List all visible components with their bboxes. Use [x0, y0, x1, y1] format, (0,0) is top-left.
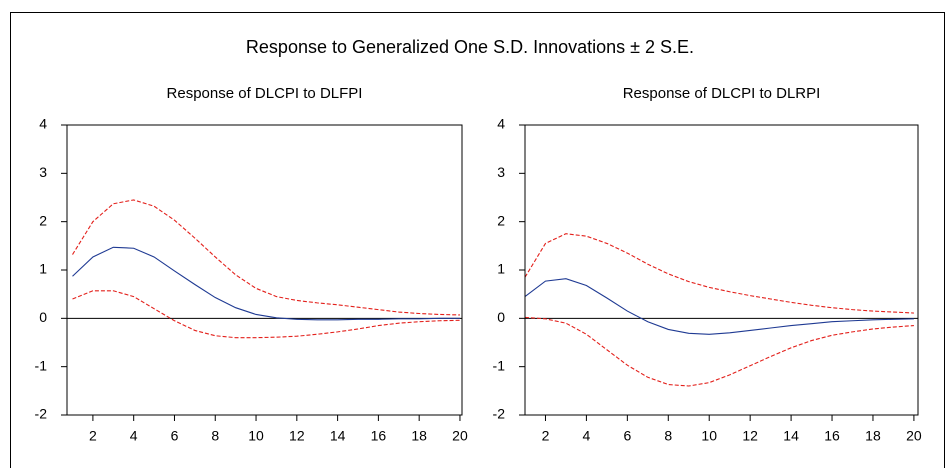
y-tick-label: 2 [39, 212, 47, 228]
y-tick-label: 0 [39, 309, 47, 325]
x-tick-label: 18 [411, 428, 427, 444]
response-line [72, 290, 460, 339]
y-tick-label: 0 [497, 309, 505, 325]
plot-area [66, 124, 463, 416]
subplot-title: Response of DLCPI to DLFPI [167, 85, 363, 102]
y-tick-label: 1 [497, 261, 505, 277]
y-tick-label: -1 [493, 357, 506, 373]
y-tick-label: 2 [497, 212, 505, 228]
x-tick-label: 6 [171, 428, 179, 444]
y-tick-label: 4 [39, 116, 47, 132]
figure-title: Response to Generalized One S.D. Innovat… [246, 37, 694, 57]
y-tick-label: -2 [35, 406, 48, 422]
x-tick-label: 4 [583, 428, 591, 444]
x-tick-label: 12 [742, 428, 758, 444]
x-tick-label: 14 [783, 428, 799, 444]
response-line [72, 246, 460, 321]
x-tick-label: 12 [289, 428, 305, 444]
x-tick-label: 8 [211, 428, 219, 444]
x-tick-label: 18 [865, 428, 881, 444]
x-tick-label: 2 [542, 428, 550, 444]
x-tick-label: 2 [89, 428, 97, 444]
subplot-title: Response of DLCPI to DLRPI [623, 85, 821, 102]
response-line [524, 316, 914, 387]
x-tick-label: 16 [371, 428, 387, 444]
response-line [524, 233, 914, 314]
y-tick-label: 3 [497, 164, 505, 180]
response-line [524, 278, 914, 335]
y-tick-label: -1 [35, 357, 48, 373]
x-tick-label: 14 [330, 428, 346, 444]
y-tick-label: 4 [497, 116, 505, 132]
x-tick-label: 8 [664, 428, 672, 444]
x-tick-label: 6 [623, 428, 631, 444]
y-tick-label: -2 [493, 406, 506, 422]
x-tick-label: 20 [452, 428, 468, 444]
x-tick-label: 4 [130, 428, 138, 444]
x-tick-label: 16 [824, 428, 840, 444]
plot-area [524, 124, 919, 416]
frame [10, 12, 945, 468]
response-line [72, 199, 460, 316]
y-tick-label: 3 [39, 164, 47, 180]
x-tick-label: 10 [701, 428, 717, 444]
x-tick-label: 10 [248, 428, 264, 444]
y-tick-label: 1 [39, 261, 47, 277]
x-tick-label: 20 [906, 428, 922, 444]
